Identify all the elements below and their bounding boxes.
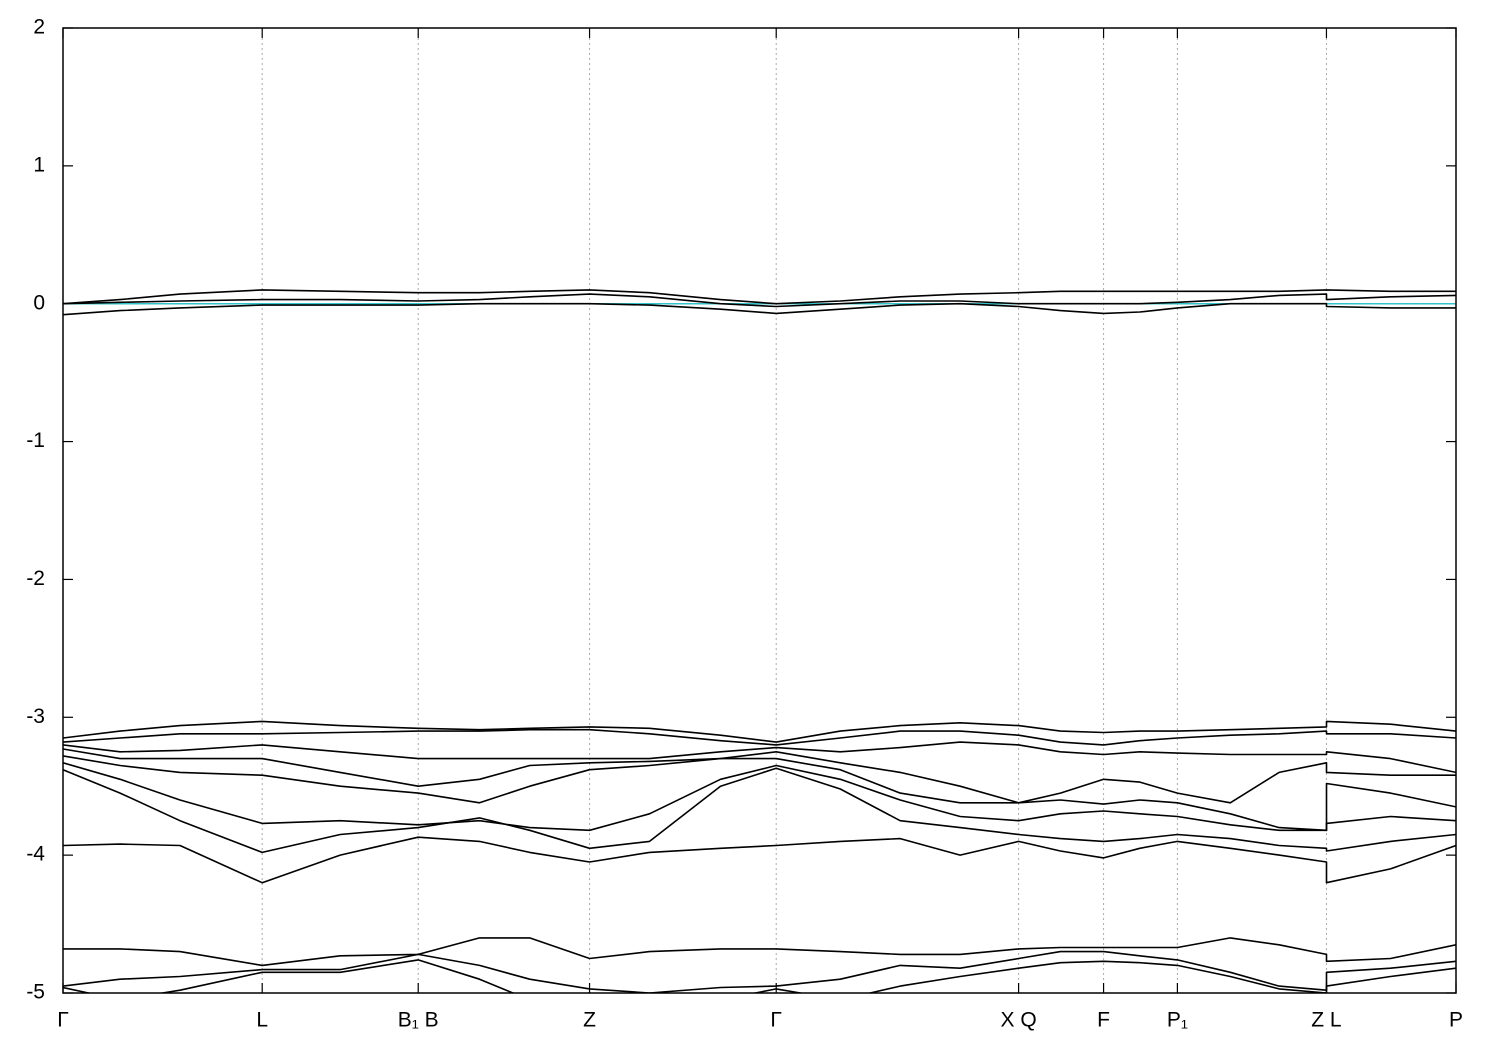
grid: [62, 27, 1457, 994]
band-line: [63, 720, 1456, 743]
x-tick-label: Γ: [770, 1009, 782, 1032]
band-line: [63, 950, 1456, 993]
band-line: [63, 767, 1456, 854]
band-line: [63, 748, 1456, 804]
band-line: [63, 937, 1456, 967]
labels: -5 -4 -3 -2 -1 0 1 2 Γ L B₁ B Z Γ X Q F P₁ Z L P: [26, 16, 1463, 1032]
x-tick-label: B₁ B: [398, 1009, 439, 1032]
x-tick-label: L: [256, 1009, 268, 1032]
band-line: [63, 289, 1456, 305]
y-tick-label: 2: [33, 16, 45, 39]
x-tick-label: X Q: [1001, 1009, 1037, 1032]
y-tick-label: 1: [33, 153, 45, 176]
band-line: [63, 741, 1456, 774]
x-tick-label: Z: [583, 1009, 596, 1032]
band-line: [63, 293, 1456, 308]
plot-frame: [62, 27, 1457, 994]
band-line: [63, 302, 1456, 316]
y-tick-label: -2: [26, 567, 45, 590]
band-line: [63, 755, 1456, 832]
y-tick-label: -5: [26, 981, 45, 1004]
x-tick-label: P: [1449, 1009, 1463, 1032]
x-tick-label: P₁: [1167, 1009, 1188, 1032]
band-line: [63, 762, 1456, 832]
band-line: [63, 836, 1456, 884]
x-tick-label: Z L: [1311, 1009, 1341, 1032]
x-tick-label: F: [1097, 1009, 1110, 1032]
y-tick-label: -4: [26, 843, 45, 866]
y-tick-label: -1: [26, 429, 45, 452]
bands: [63, 289, 1456, 993]
band-line: [63, 728, 1456, 746]
y-tick-label: -3: [26, 705, 45, 728]
x-tick-label: Γ: [57, 1009, 69, 1032]
band-line: [63, 959, 1456, 993]
y-tick-label: 0: [33, 291, 45, 314]
